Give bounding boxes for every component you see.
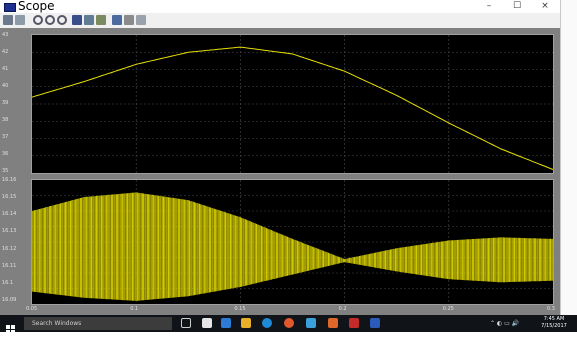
- voltage-trace: [32, 46, 553, 170]
- search-placeholder: Search Windows: [32, 320, 82, 327]
- zoom-icon[interactable]: [33, 15, 43, 25]
- maximize-button[interactable]: ☐: [512, 1, 522, 11]
- task-view-icon[interactable]: [181, 318, 191, 328]
- taskbar-search-box[interactable]: Search Windows: [24, 317, 172, 330]
- word-icon[interactable]: [370, 318, 380, 328]
- select-signals-icon[interactable]: [136, 15, 146, 25]
- bottom-plot-svg: [32, 180, 553, 304]
- top-y-tick-label: 39: [2, 100, 9, 106]
- x-tick-label: 0.3: [547, 306, 555, 312]
- x-tick-label: 0.05: [26, 306, 38, 312]
- zoom-x-icon[interactable]: [45, 15, 55, 25]
- top-y-tick-label: 38: [2, 117, 9, 123]
- windows-start-icon[interactable]: [6, 319, 15, 334]
- save-axes-icon[interactable]: [84, 15, 94, 25]
- lock-icon[interactable]: [124, 15, 134, 25]
- minimize-button[interactable]: –: [486, 1, 492, 11]
- chrome-icon[interactable]: [262, 318, 272, 328]
- background-window-edge: [560, 0, 577, 315]
- scope-plot-area: 43 42 41 40 39 38 37 36 35 16.16 16.15 16.14 16.13 16…: [0, 28, 560, 315]
- top-y-tick-label: 40: [2, 83, 9, 89]
- top-y-tick-label: 36: [2, 151, 9, 157]
- file-explorer-icon[interactable]: [241, 318, 251, 328]
- axes-top[interactable]: [31, 34, 554, 174]
- bottom-y-tick-label: 16.09: [2, 297, 17, 303]
- restore-axes-icon[interactable]: [96, 15, 106, 25]
- speed-oscillation-trace: [32, 192, 553, 301]
- top-y-tick-label: 43: [2, 32, 9, 38]
- params-icon[interactable]: [15, 15, 25, 25]
- top-y-tick-label: 42: [2, 49, 9, 55]
- window-title: Scope: [18, 0, 55, 13]
- bottom-y-tick-label: 16.11: [2, 262, 17, 269]
- bottom-y-tick-label: 16.12: [2, 245, 17, 252]
- close-button[interactable]: ×: [541, 1, 549, 11]
- autoscale-icon[interactable]: [72, 15, 82, 25]
- bottom-y-tick-label: 16.16: [2, 177, 17, 183]
- x-tick-label: 0.2: [338, 306, 347, 312]
- bottom-y-tick-label: 16.13: [2, 228, 17, 235]
- app-icon[interactable]: [306, 318, 316, 328]
- matlab-icon[interactable]: [328, 318, 338, 328]
- bottom-y-tick-label: 16.1: [2, 279, 14, 286]
- edge-browser-icon[interactable]: [221, 318, 231, 328]
- clock[interactable]: 7:45 AM 7/15/2017: [540, 316, 568, 330]
- firefox-icon[interactable]: [284, 318, 294, 328]
- floating-icon[interactable]: [112, 15, 122, 25]
- bottom-y-tick-label: 16.15: [2, 194, 17, 201]
- bottom-y-tick-label: 16.14: [2, 211, 17, 218]
- top-y-tick-label: 41: [2, 66, 9, 72]
- system-tray-icons[interactable]: ⌃ ◐ ▭ 🔊: [490, 320, 520, 327]
- top-y-tick-label: 35: [2, 168, 9, 174]
- top-plot-svg: [32, 35, 553, 173]
- pdf-reader-icon[interactable]: [349, 318, 359, 328]
- store-icon[interactable]: [202, 318, 212, 328]
- title-bar: Scope – ☐ ×: [0, 0, 560, 13]
- x-tick-label: 0.15: [234, 306, 246, 312]
- clock-date: 7/15/2017: [541, 323, 567, 329]
- clock-time: 7:45 AM: [543, 316, 565, 322]
- windows-taskbar: Search Windows ⌃ ◐ ▭ 🔊 7:45 AM 7/15/2017: [0, 315, 577, 334]
- zoom-y-icon[interactable]: [57, 15, 67, 25]
- scope-app-icon: [4, 3, 16, 12]
- axes-bottom[interactable]: [31, 179, 554, 305]
- x-tick-label: 0.25: [442, 306, 454, 312]
- top-y-tick-label: 37: [2, 134, 9, 140]
- scope-toolbar: [0, 13, 560, 29]
- x-tick-label: 0.1: [130, 306, 139, 312]
- print-icon[interactable]: [3, 15, 13, 25]
